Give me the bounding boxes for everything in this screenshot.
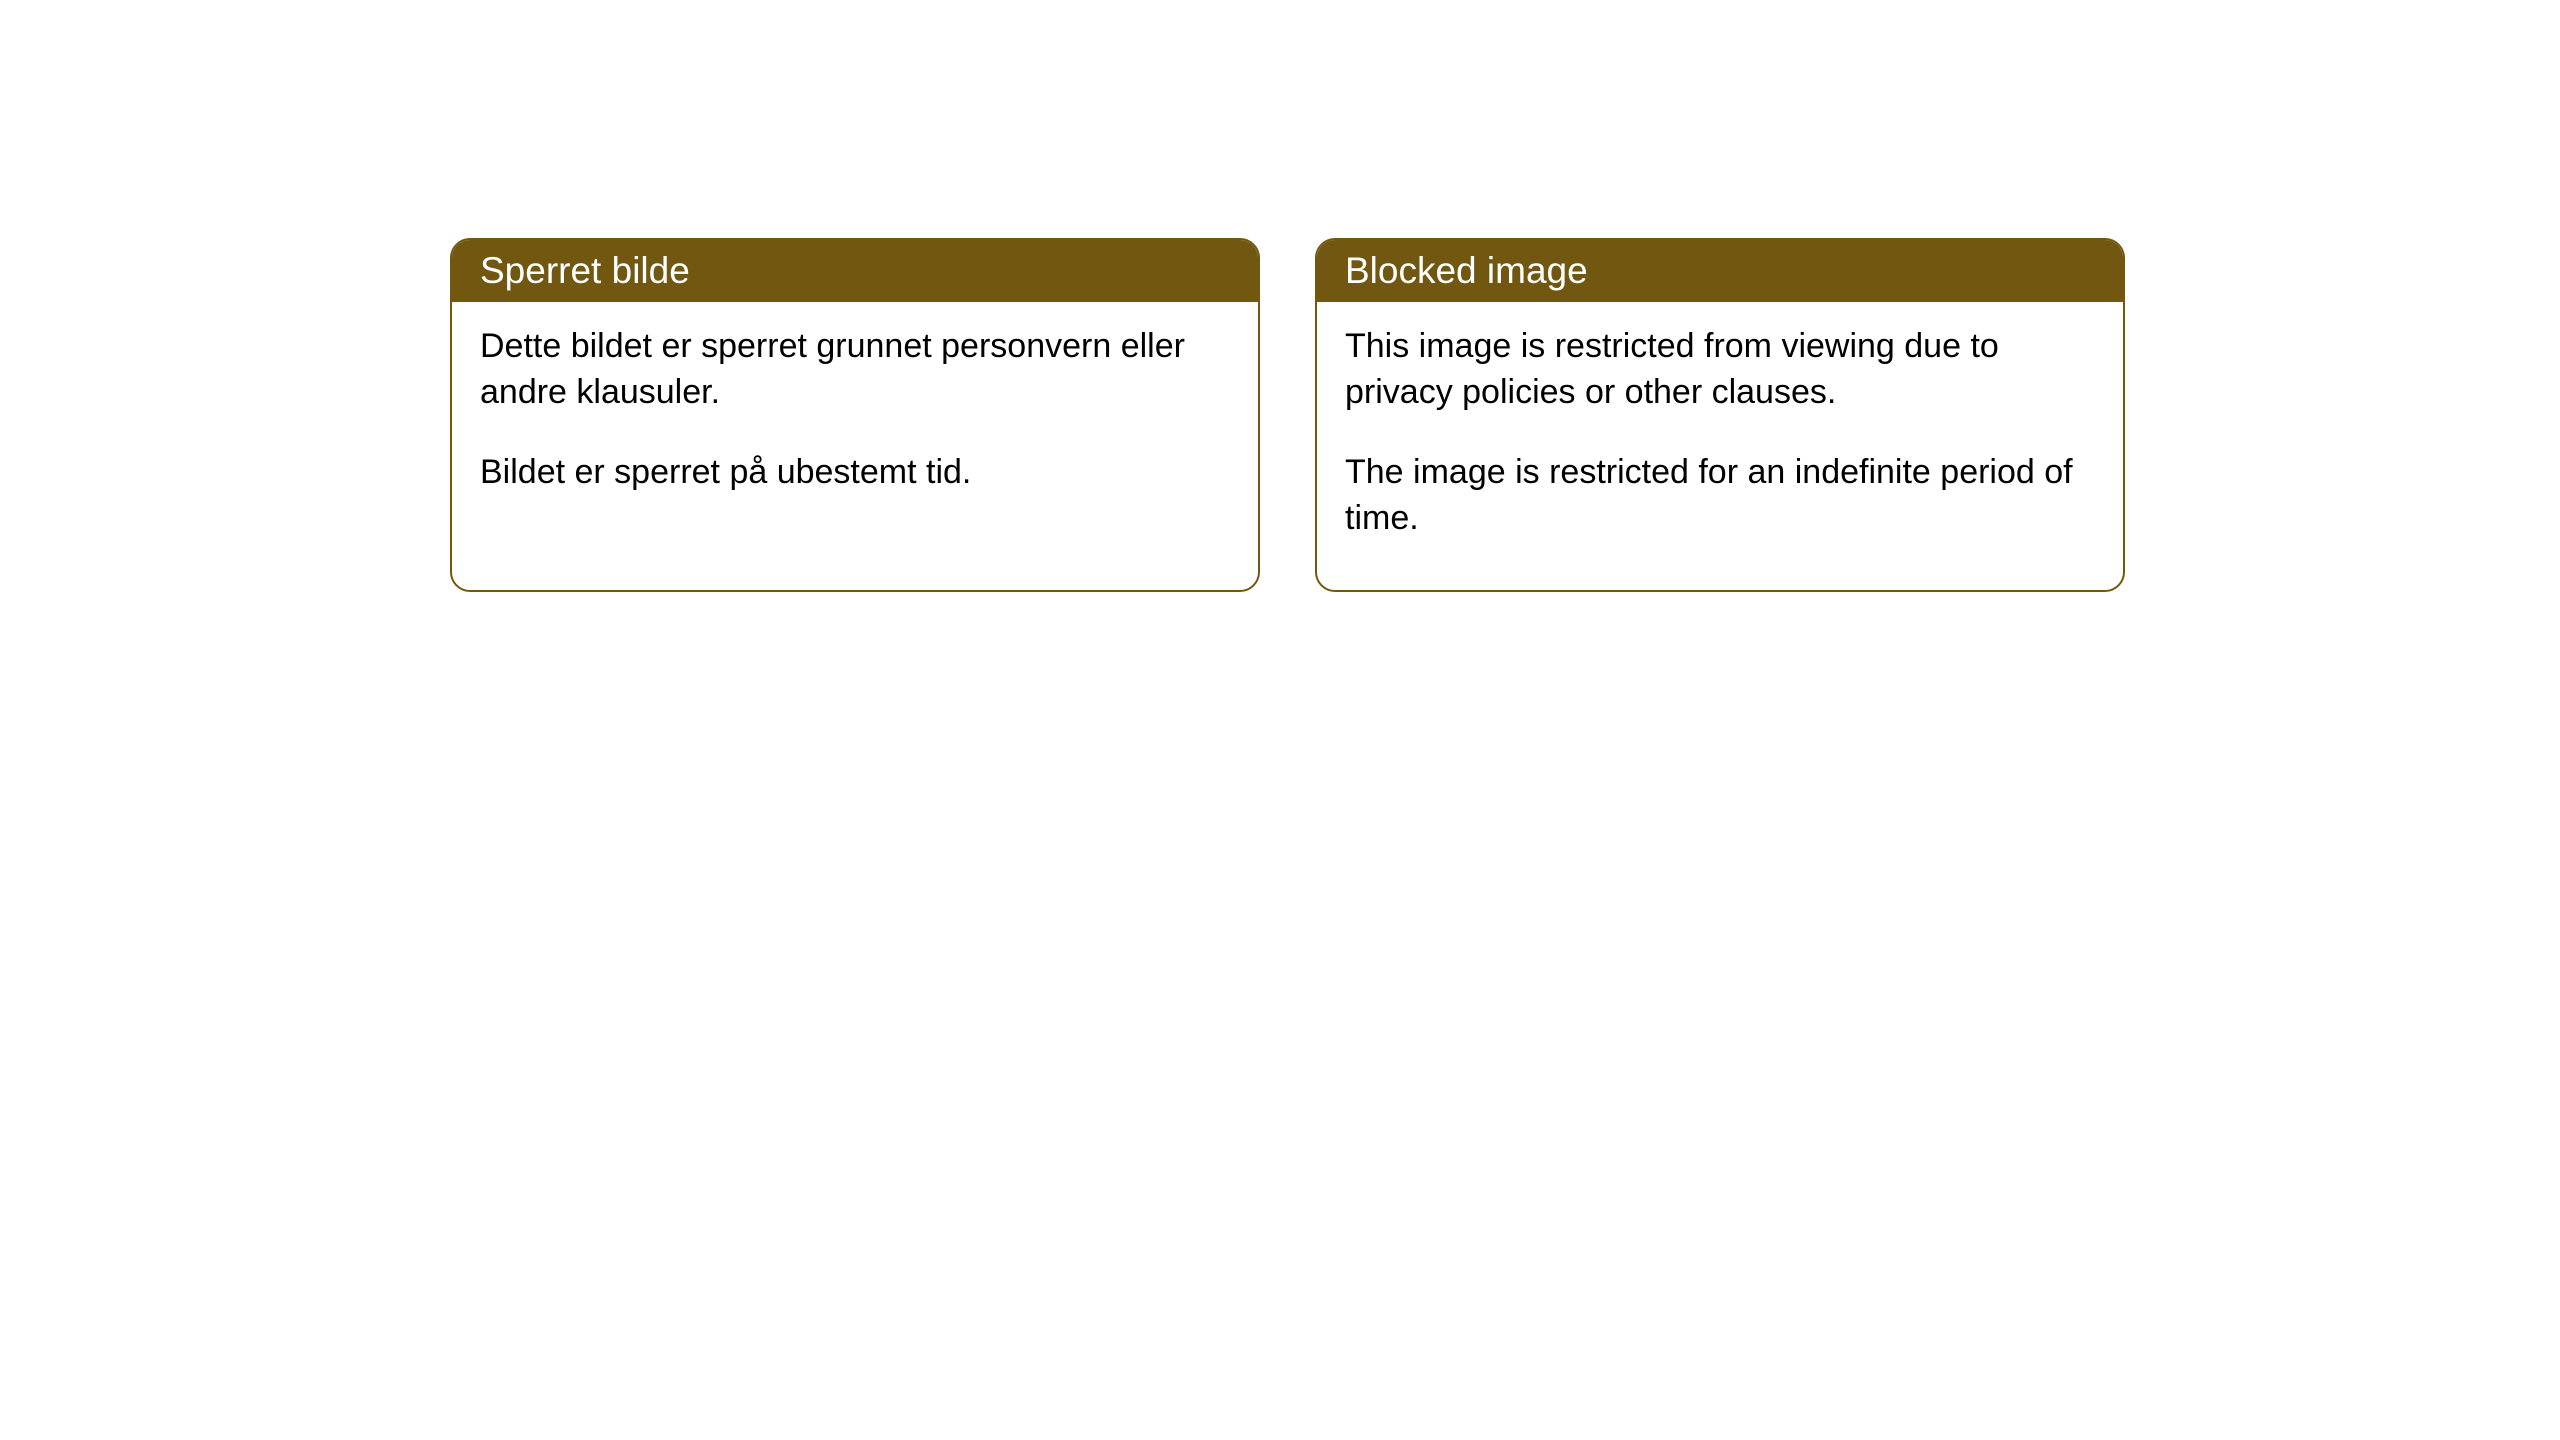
card-title: Sperret bilde <box>480 250 690 291</box>
card-paragraph-2: The image is restricted for an indefinit… <box>1345 450 2095 542</box>
notice-card-norwegian: Sperret bilde Dette bildet er sperret gr… <box>450 238 1260 592</box>
card-title: Blocked image <box>1345 250 1588 291</box>
spacer <box>480 416 1230 450</box>
card-paragraph-1: Dette bildet er sperret grunnet personve… <box>480 324 1230 416</box>
card-body: This image is restricted from viewing du… <box>1317 302 2123 590</box>
notice-cards-container: Sperret bilde Dette bildet er sperret gr… <box>450 238 2125 592</box>
spacer <box>1345 416 2095 450</box>
card-header: Sperret bilde <box>452 240 1258 302</box>
card-header: Blocked image <box>1317 240 2123 302</box>
card-body: Dette bildet er sperret grunnet personve… <box>452 302 1258 544</box>
notice-card-english: Blocked image This image is restricted f… <box>1315 238 2125 592</box>
card-paragraph-2: Bildet er sperret på ubestemt tid. <box>480 450 1230 496</box>
card-paragraph-1: This image is restricted from viewing du… <box>1345 324 2095 416</box>
